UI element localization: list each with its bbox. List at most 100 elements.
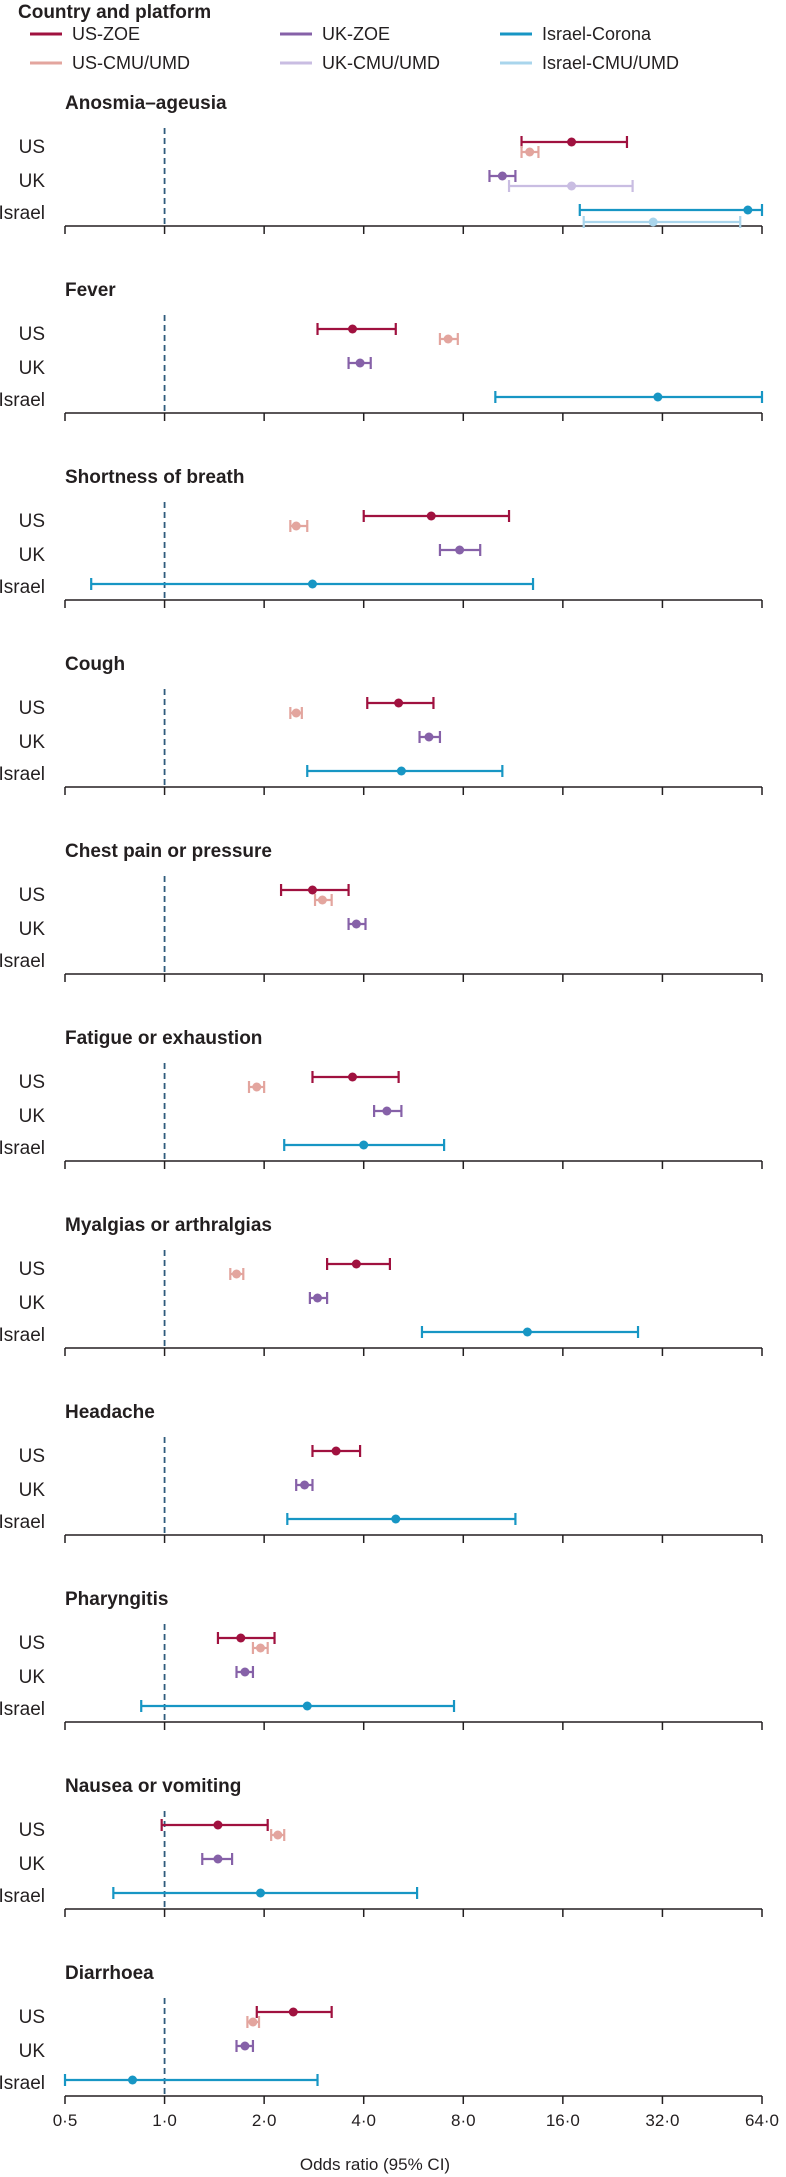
point-estimate bbox=[348, 324, 358, 334]
panel-myalgias-or-arthralgias: Myalgias or arthralgias US UK Israel bbox=[0, 1215, 763, 1356]
estimate-us-cmu-umd bbox=[289, 520, 309, 532]
estimate-us-cmu-umd bbox=[289, 707, 303, 719]
point-estimate bbox=[391, 1514, 401, 1524]
estimate-uk-zoe bbox=[347, 357, 372, 369]
country-label-israel: Israel bbox=[0, 390, 45, 411]
point-estimate bbox=[273, 1830, 283, 1840]
point-estimate bbox=[567, 137, 577, 147]
x-axis: Odds ratio (95% CI) 0·5 1·0 2·0 4·0 8·0 16·0 3… bbox=[53, 2111, 779, 2174]
point-estimate bbox=[236, 1633, 246, 1643]
legend-label: UK-CMU/UMD bbox=[322, 53, 440, 73]
country-label-israel: Israel bbox=[0, 1325, 45, 1346]
panel-title: Headache bbox=[65, 1402, 155, 1423]
point-estimate bbox=[525, 147, 535, 157]
panel-title: Diarrhoea bbox=[65, 1963, 154, 1984]
panel-title: Myalgias or arthralgias bbox=[65, 1215, 272, 1236]
point-estimate bbox=[426, 511, 436, 521]
estimate-israel-corona bbox=[286, 1513, 517, 1525]
estimate-us-cmu-umd bbox=[229, 1268, 245, 1280]
country-label-us: US bbox=[19, 885, 45, 906]
point-estimate bbox=[396, 766, 406, 776]
estimate-us-zoe bbox=[362, 510, 511, 522]
point-estimate bbox=[567, 181, 577, 191]
country-label-uk: UK bbox=[19, 919, 46, 940]
panel-chest-pain-or-pressure: Chest pain or pressure US UK Israel bbox=[0, 841, 763, 982]
country-label-israel: Israel bbox=[0, 951, 45, 972]
estimate-uk-zoe bbox=[235, 2040, 255, 2052]
panel-title: Anosmia–ageusia bbox=[65, 93, 227, 114]
country-label-us: US bbox=[19, 137, 45, 158]
point-estimate bbox=[317, 895, 327, 905]
panel-nausea-or-vomiting: Nausea or vomiting US UK Israel bbox=[0, 1776, 763, 1917]
estimate-us-cmu-umd bbox=[520, 146, 540, 158]
legend-item-uk-zoe: UK-ZOE bbox=[280, 24, 390, 44]
point-estimate bbox=[648, 217, 658, 227]
x-tick-label: 8·0 bbox=[451, 2111, 476, 2130]
estimate-us-cmu-umd bbox=[438, 333, 459, 345]
panel-cough: Cough US UK Israel bbox=[0, 654, 763, 795]
x-tick-label: 1·0 bbox=[152, 2111, 177, 2130]
x-axis-label: Odds ratio (95% CI) bbox=[300, 2155, 450, 2174]
country-label-israel: Israel bbox=[0, 2073, 45, 2094]
country-label-us: US bbox=[19, 1820, 45, 1841]
panel-shortness-of-breath: Shortness of breath US UK Israel bbox=[0, 467, 763, 608]
estimate-israel-cmu-umd bbox=[582, 216, 742, 228]
point-estimate bbox=[307, 579, 317, 589]
panel-title: Cough bbox=[65, 654, 125, 675]
country-label-us: US bbox=[19, 324, 45, 345]
point-estimate bbox=[128, 2075, 138, 2085]
point-estimate bbox=[443, 334, 453, 344]
estimate-us-cmu-umd bbox=[247, 1081, 266, 1093]
country-label-uk: UK bbox=[19, 1854, 46, 1875]
point-estimate bbox=[291, 521, 301, 531]
estimate-uk-zoe bbox=[201, 1853, 234, 1865]
point-estimate bbox=[256, 1643, 266, 1653]
point-estimate bbox=[240, 1667, 250, 1677]
estimate-us-zoe bbox=[325, 1258, 392, 1270]
panel-title: Pharyngitis bbox=[65, 1589, 168, 1610]
country-label-israel: Israel bbox=[0, 1886, 45, 1907]
country-label-us: US bbox=[19, 1446, 45, 1467]
estimate-us-cmu-umd bbox=[251, 1642, 269, 1654]
country-label-uk: UK bbox=[19, 1293, 46, 1314]
point-estimate bbox=[394, 698, 404, 708]
point-estimate bbox=[351, 919, 361, 929]
panel-headache: Headache US UK Israel bbox=[0, 1402, 763, 1543]
point-estimate bbox=[743, 205, 753, 215]
point-estimate bbox=[213, 1820, 223, 1830]
estimate-israel-corona bbox=[140, 1700, 456, 1712]
estimate-us-cmu-umd bbox=[313, 894, 333, 906]
panel-fatigue-or-exhaustion: Fatigue or exhaustion US UK Israel bbox=[0, 1028, 763, 1169]
legend-item-israel-cmu-umd: Israel-CMU/UMD bbox=[500, 53, 679, 73]
estimate-us-zoe bbox=[520, 136, 629, 148]
point-estimate bbox=[300, 1480, 310, 1490]
panel-title: Nausea or vomiting bbox=[65, 1776, 241, 1797]
legend-label: Israel-CMU/UMD bbox=[542, 53, 679, 73]
point-estimate bbox=[359, 1140, 369, 1150]
legend-item-us-zoe: US-ZOE bbox=[30, 24, 140, 44]
estimate-us-cmu-umd bbox=[246, 2016, 261, 2028]
estimate-us-zoe bbox=[316, 323, 397, 335]
estimate-us-zoe bbox=[160, 1819, 269, 1831]
country-label-israel: Israel bbox=[0, 203, 45, 224]
estimate-uk-zoe bbox=[308, 1292, 329, 1304]
point-estimate bbox=[248, 2017, 258, 2027]
point-estimate bbox=[232, 1269, 242, 1279]
point-estimate bbox=[424, 732, 434, 742]
country-label-israel: Israel bbox=[0, 1699, 45, 1720]
estimate-uk-zoe bbox=[235, 1666, 255, 1678]
estimate-uk-zoe bbox=[418, 731, 442, 743]
country-label-us: US bbox=[19, 1633, 45, 1654]
point-estimate bbox=[382, 1106, 392, 1116]
estimate-israel-corona bbox=[283, 1139, 446, 1151]
estimate-israel-corona bbox=[420, 1326, 640, 1338]
estimate-israel-corona bbox=[63, 2074, 319, 2086]
country-label-us: US bbox=[19, 1072, 45, 1093]
point-estimate bbox=[252, 1082, 262, 1092]
country-label-uk: UK bbox=[19, 171, 46, 192]
x-tick-label: 0·5 bbox=[53, 2111, 78, 2130]
point-estimate bbox=[302, 1701, 312, 1711]
legend-item-uk-cmu-umd: UK-CMU/UMD bbox=[280, 53, 440, 73]
panel-title: Fever bbox=[65, 280, 116, 301]
panel-title: Chest pain or pressure bbox=[65, 841, 272, 862]
